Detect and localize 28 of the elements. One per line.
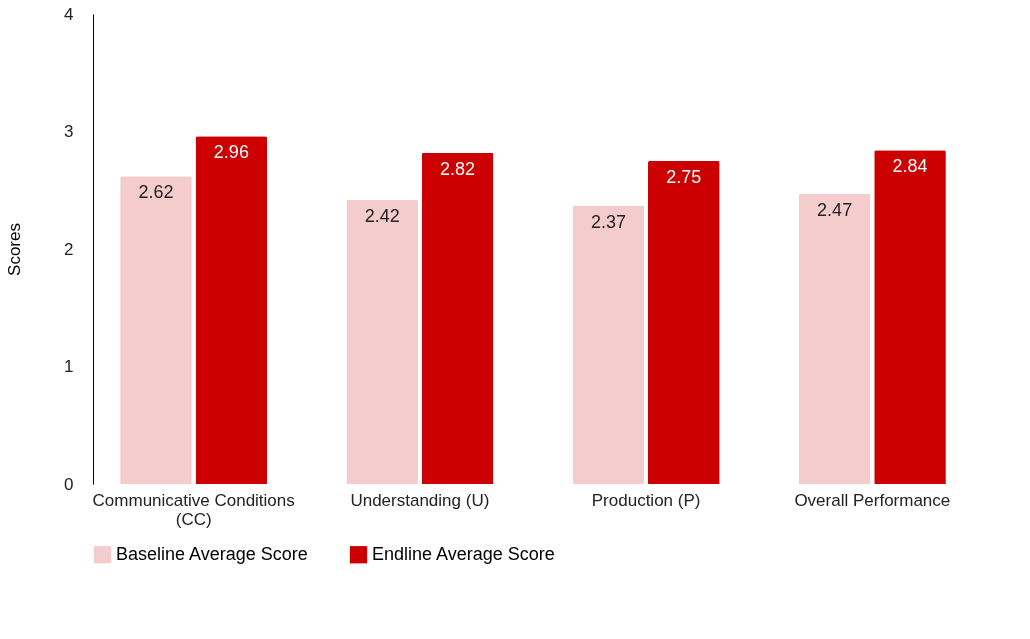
y-tick-label: 4: [64, 4, 74, 24]
bar: [421, 152, 494, 484]
y-tick-label: 3: [64, 122, 74, 141]
x-tick-label: Understanding (U): [350, 490, 490, 510]
y-tick-label: 1: [64, 357, 74, 376]
data-label: 2.84: [892, 156, 928, 177]
data-label: 2.62: [138, 182, 174, 203]
y-tick-label: 2: [64, 239, 74, 259]
legend-label: Baseline Average Score: [116, 543, 308, 564]
bar: [648, 160, 720, 484]
data-label: 2.82: [440, 158, 476, 179]
x-tick-label: Overall Performance: [794, 490, 951, 510]
bar: [195, 136, 268, 484]
bar: [346, 199, 418, 484]
data-label: 2.47: [817, 199, 853, 220]
data-label: 2.96: [213, 142, 249, 163]
y-tick-label: 0: [64, 474, 74, 494]
bar: [120, 176, 192, 484]
y-axis-title: Scores: [5, 223, 25, 276]
bar: [572, 205, 645, 484]
bar: [874, 150, 946, 484]
bar: [798, 193, 871, 484]
data-label: 2.42: [364, 205, 400, 226]
x-tick-label: Production (P): [591, 490, 701, 510]
x-tick-label: Communicative Conditions (CC): [92, 490, 295, 529]
data-label: 2.37: [590, 211, 626, 232]
legend-label: Endline Average Score: [372, 543, 555, 564]
data-label: 2.75: [666, 166, 702, 187]
